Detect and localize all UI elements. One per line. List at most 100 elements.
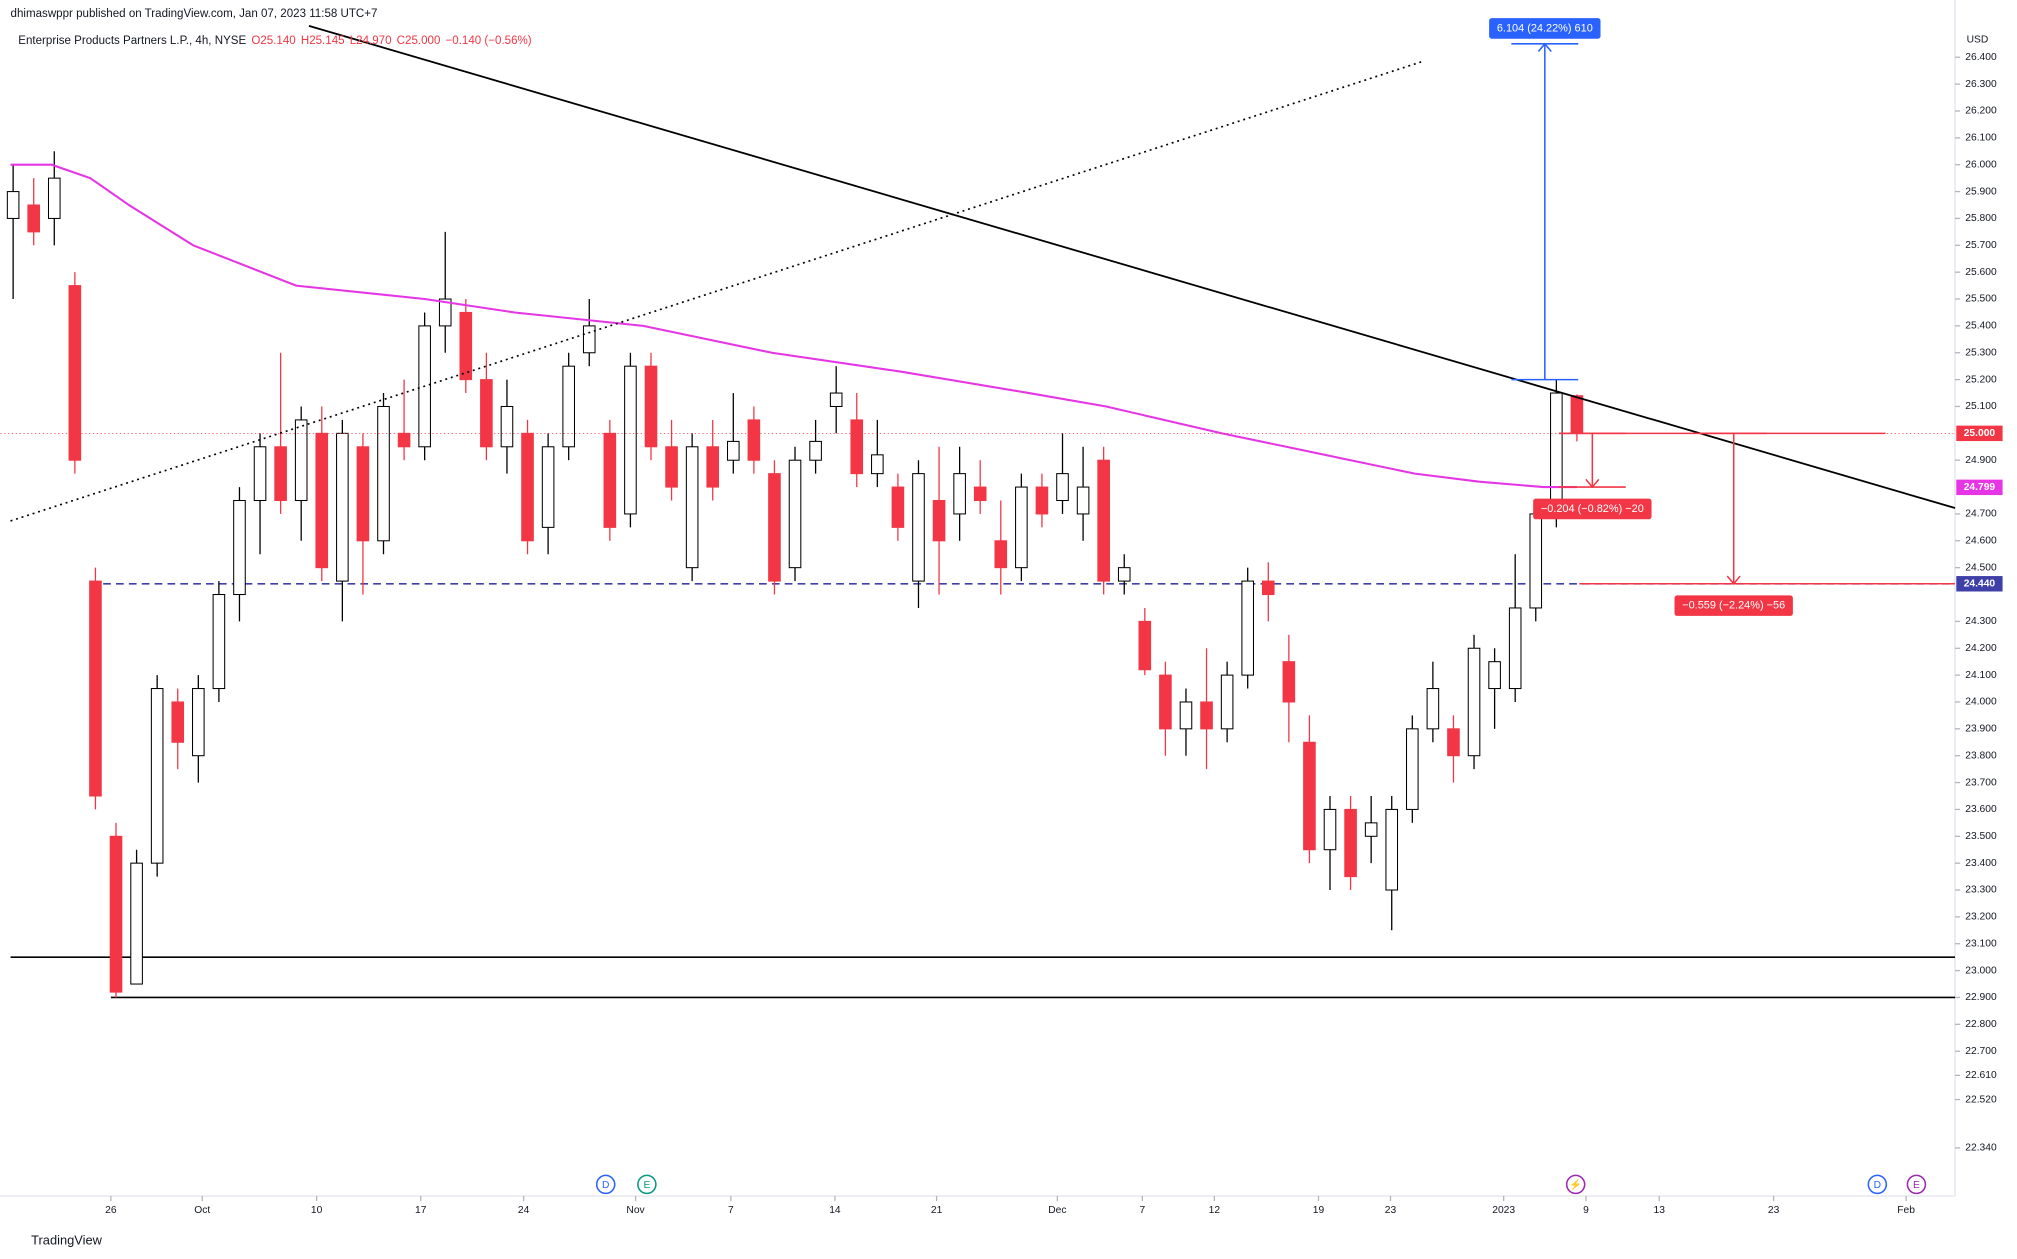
candle-body: [1282, 661, 1296, 703]
y-tick-label: 24.200: [1965, 643, 1997, 654]
y-tick-label: 22.700: [1965, 1046, 1997, 1057]
candle-body: [809, 440, 822, 461]
candle-body: [747, 419, 761, 461]
x-tick-label: 7: [728, 1205, 734, 1216]
y-tick-label: 26.300: [1965, 79, 1997, 90]
measure-label: −0.559 (−2.24%) −56: [1674, 595, 1793, 616]
candle-body: [1488, 661, 1501, 690]
candle-body: [541, 446, 555, 528]
y-tick-label: 25.400: [1965, 321, 1997, 332]
candle-body: [397, 432, 411, 448]
candle-body: [953, 473, 966, 515]
symbol: Enterprise Products Partners L.P., 4h, N…: [18, 35, 246, 47]
measure-label: 6.104 (24.22%) 610: [1489, 18, 1601, 39]
candle-body: [685, 446, 699, 569]
event-icon-label: E: [1913, 1180, 1920, 1191]
y-tick-label: 23.600: [1965, 804, 1997, 815]
ohlc-value: L24.970: [350, 35, 392, 47]
price-tag-label: 24.440: [1964, 578, 1996, 589]
measure-label: −0.204 (−0.82%) −20: [1533, 498, 1652, 520]
y-tick-label: 23.500: [1965, 831, 1997, 842]
candle-body: [1364, 822, 1378, 837]
x-tick-label: Dec: [1048, 1205, 1066, 1216]
event-icon: [1565, 1174, 1586, 1195]
y-tick-label: 24.000: [1965, 697, 1997, 708]
candle-body: [1159, 674, 1172, 730]
candle-body: [891, 486, 905, 528]
x-tick-label: Feb: [1897, 1205, 1915, 1216]
y-tick-label: 26.000: [1965, 159, 1997, 170]
candle-body: [932, 499, 946, 542]
candle-body: [315, 432, 329, 569]
x-tick-label: 2023: [1492, 1205, 1515, 1216]
measure-arrow: [1537, 42, 1552, 53]
trend-line: [10, 61, 1422, 522]
candle-body: [1117, 567, 1131, 582]
candle-body: [1015, 486, 1028, 569]
price-tag-label: 25.000: [1964, 428, 1996, 439]
candle-body: [1508, 607, 1522, 690]
measure-label-text: −0.204 (−0.82%) −20: [1541, 503, 1644, 515]
candle-body: [377, 405, 390, 542]
candle-body: [850, 419, 864, 475]
x-tick-label: 23: [1768, 1205, 1780, 1216]
candle-body: [1179, 701, 1193, 730]
y-tick-label: 25.600: [1965, 267, 1997, 278]
candle-body: [1406, 728, 1419, 810]
y-tick-label: 23.800: [1965, 750, 1997, 761]
measure-label-box: [1533, 498, 1652, 520]
price-tag-label: 24.799: [1964, 482, 1996, 493]
price-tag: [1956, 576, 2003, 592]
y-tick-label: 24.100: [1965, 670, 1997, 681]
candle-body: [438, 298, 452, 327]
event-icon-label: E: [643, 1180, 650, 1191]
candle-body: [192, 688, 205, 757]
footer: TradingView: [31, 1232, 102, 1247]
candle-body: [1241, 580, 1254, 676]
x-tick-label: 10: [311, 1205, 323, 1216]
candle-body: [1056, 473, 1069, 502]
candle-body: [356, 446, 370, 542]
ohlc-value: O25.140: [251, 35, 295, 47]
x-tick-label: Oct: [194, 1205, 210, 1216]
candle-body: [150, 688, 164, 864]
ohlc-value: H25.145: [301, 35, 345, 47]
candle-body: [171, 701, 185, 743]
x-tick-label: 13: [1654, 1205, 1666, 1216]
measure-label-box: [1674, 595, 1793, 616]
x-tick-label: 23: [1385, 1205, 1397, 1216]
y-tick-label: 23.900: [1965, 724, 1997, 735]
x-tick-label: 21: [931, 1205, 943, 1216]
candle-body: [253, 446, 267, 502]
event-icon: [1906, 1174, 1927, 1195]
y-tick-label: 25.100: [1965, 401, 1997, 412]
candle-body: [27, 204, 41, 233]
candle-body: [582, 325, 596, 354]
y-tick-label: 26.200: [1965, 106, 1997, 117]
y-tick-label: 22.800: [1965, 1019, 1997, 1030]
candle-body: [109, 835, 123, 993]
candle-body: [1035, 486, 1049, 515]
candle-body: [1097, 459, 1110, 582]
measure-label-box: [1489, 18, 1601, 39]
candle-body: [1447, 728, 1460, 757]
event-icon: [637, 1174, 657, 1195]
ohlc-value: C25.000: [397, 35, 441, 47]
candle-body: [212, 594, 226, 690]
x-tick-label: 14: [829, 1205, 841, 1216]
candle-body: [624, 365, 637, 515]
y-tick-label: 24.500: [1965, 562, 1997, 573]
candle-body: [912, 473, 925, 582]
change: −0.140 (−0.56%): [446, 35, 532, 47]
x-tick-label: Nov: [626, 1205, 645, 1216]
y-tick-label: 25.200: [1965, 374, 1997, 385]
candle-body: [336, 432, 349, 582]
trend-line: [308, 24, 1956, 509]
y-tick-label: 24.300: [1965, 616, 1997, 627]
candle-body: [788, 459, 802, 569]
candle-body: [994, 540, 1008, 569]
price-tag: [1956, 425, 2003, 442]
candle-body: [973, 486, 987, 502]
candle-body: [1550, 392, 1563, 515]
x-tick-label: 17: [415, 1205, 427, 1216]
